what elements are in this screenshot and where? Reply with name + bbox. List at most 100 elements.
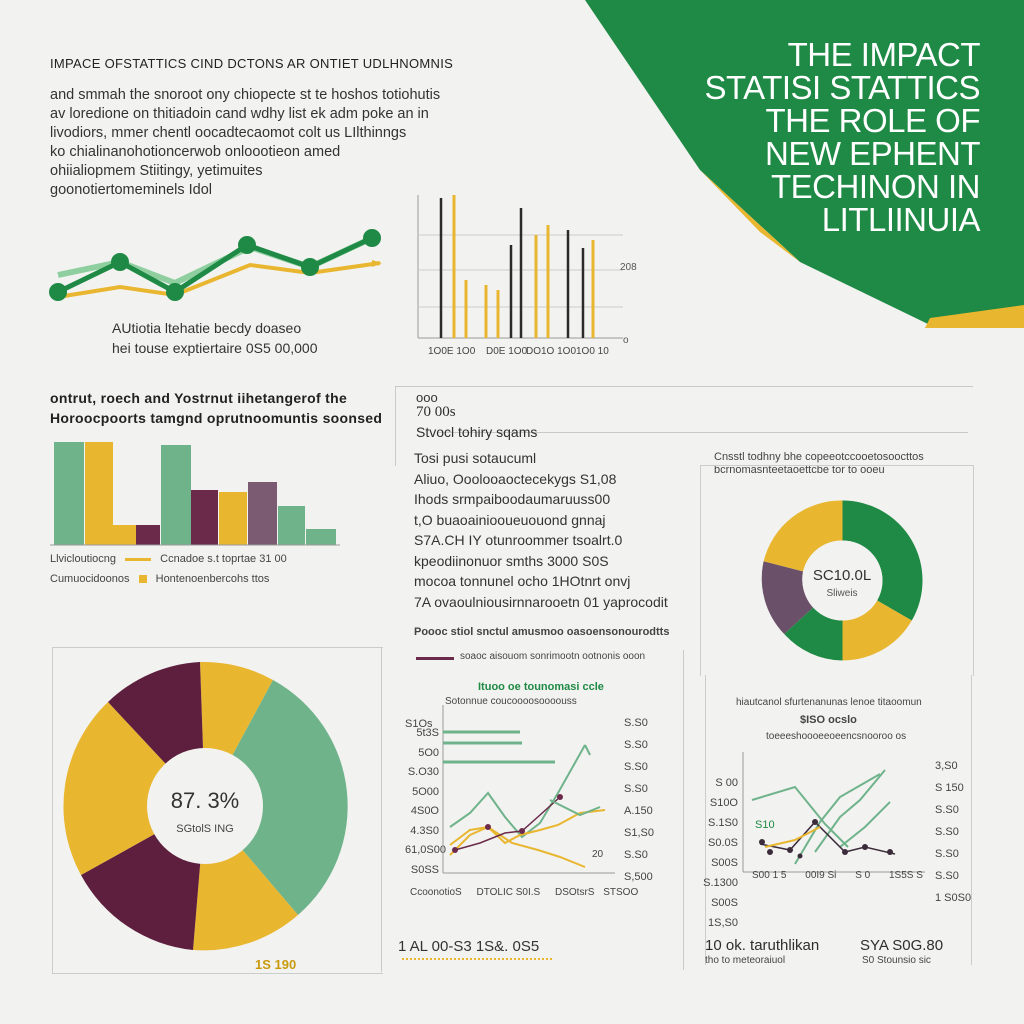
bar <box>85 442 113 545</box>
mid-chart-title: Ituoo oe tounomasi ccle <box>478 681 604 693</box>
donut-center-label: Sliweis <box>826 588 857 599</box>
bar <box>54 442 84 545</box>
title-line: Horoocpoorts tamgnd oprutnoomuntis soons… <box>50 410 383 426</box>
x-label: STSOO <box>603 887 639 898</box>
x-label: S 0 <box>855 870 871 881</box>
intro-line: goonotiertomeminels Idol <box>50 182 213 198</box>
tick: S0SS <box>410 863 439 876</box>
bar <box>219 492 247 545</box>
donut-chart: SC10.0L Sliweis <box>761 500 923 661</box>
donut-slice <box>842 500 923 621</box>
line-point <box>111 253 129 271</box>
stats-line: mocoa tonnunel ocho 1HOtnrt onvj <box>414 573 631 589</box>
series-arrow <box>584 744 591 756</box>
tick: 4S0O <box>410 805 439 817</box>
series-green-d <box>839 801 891 848</box>
legend-swatch <box>138 575 147 584</box>
right-footer-right-sub: S0 Stounsio sic <box>862 955 931 966</box>
banner-title: THE IMPACT STATISI STATTICS THE ROLE OF … <box>690 38 980 236</box>
donut-center-value: SC10.0L <box>813 567 871 584</box>
divider <box>381 647 382 972</box>
intro-line: livodiors, mmer chentl oocadtecaomot col… <box>50 125 407 141</box>
intro-heading: IMPACE OFSTATTICS CIND DCTONS AR ONTIET … <box>50 56 454 71</box>
tick: S.S0 <box>624 783 648 795</box>
series-yellow <box>449 809 606 856</box>
stats-line: Ihods srmpaiboodaumaruuss00 <box>414 491 611 507</box>
bar-x-label: 1O0 10 <box>576 346 609 357</box>
mid-right-ticks: S.S0 S.S0 S.S0 S.S0 A.150 S1,S0 S.S0 S,5… <box>624 712 654 888</box>
tick: 5O0 <box>418 746 439 759</box>
tick: S.S0 <box>935 870 959 882</box>
pie-center-value: 87. 3% <box>171 788 240 813</box>
bar-x-label: 1O0E 1O0 <box>428 346 476 357</box>
tick: 5t3S <box>416 727 439 739</box>
x-label: DTOLIC S0I.S <box>476 887 541 898</box>
bar <box>113 525 136 545</box>
mid-subtitle: soaoc aisouom sonrimootn ootnonis ooon <box>460 651 646 662</box>
mid-left-ticks: 5t3S 5O0 S.O30 5O00 4S0O 4.3S0 61,0S00 S… <box>405 724 446 880</box>
bar <box>136 525 160 545</box>
line-point <box>363 229 381 247</box>
line-point <box>49 283 67 301</box>
tick: S1,S0 <box>624 827 654 839</box>
mid-points <box>452 794 563 853</box>
x-label: DSOtsrS <box>555 887 598 898</box>
tick: S.S0 <box>624 739 648 751</box>
mid-annotation: 20 <box>592 849 604 860</box>
bar <box>248 482 277 545</box>
tick: 4.3S0 <box>410 824 439 837</box>
mid-chart-subcap: Sotonnue coucoooosoooouss <box>445 696 577 707</box>
line-series-green <box>56 235 374 295</box>
tick: S.S0 <box>935 826 959 838</box>
bar <box>306 529 336 545</box>
donut-slice <box>784 607 843 661</box>
right-left-ticks: S 00 S10O S.1S0 S0.0S S00S S.1300 S00S 1… <box>700 773 738 933</box>
tick: S.S0 <box>935 848 959 860</box>
intro-paragraph: and smmah the snoroot ony chiopecte st t… <box>50 86 440 200</box>
bar-x-label: D0E 1O0 <box>486 346 528 357</box>
tick: S,500 <box>624 871 653 883</box>
tick: S00S <box>711 897 738 909</box>
series-yellow-2 <box>449 825 586 868</box>
banner-green-shape <box>585 0 1024 325</box>
right-line-chart: S10 <box>742 752 925 873</box>
pie-slice <box>63 702 205 875</box>
top-bar-chart: 208 o 1O0E 1O0 D0E 1O0 DO1O 1O0 1O0 10 <box>417 195 637 357</box>
x-label: CcoonotioS <box>410 887 462 898</box>
banner-line: THE IMPACT <box>787 36 981 73</box>
x-label: 1S5S S <box>888 870 923 881</box>
pie-center-label: SGtolS ING <box>176 823 233 835</box>
bars-left-title: ontrut, roech and Yostrnut iihetangerof … <box>50 388 382 428</box>
banner-line: LITLIINUIA <box>821 201 981 238</box>
banner-line: THE ROLE OF <box>765 102 980 139</box>
bar <box>278 506 305 545</box>
title-line: bcrnomasnteetaoettcbe tor to ooeu <box>714 464 885 476</box>
banner-yellow-edge <box>700 170 800 262</box>
tick: 3,S0 <box>935 760 958 772</box>
stats-line: Aliuo, Ooolooaoctecekygs S1,08 <box>414 470 617 487</box>
right-footer-left-sub: tho to meteoraiuol <box>705 955 786 966</box>
mid-xlabels: CcoonotioS DTOLIC S0I.S DSOtsrS STSOO <box>410 887 638 898</box>
mid-line-chart: 20 <box>442 705 615 874</box>
divider <box>438 432 968 433</box>
right-title: hiautcanol sfurtenanunas lenoe titaoomun <box>736 697 922 708</box>
mid-footer: 1 AL 00-S3 1S&. 0S5 <box>398 938 540 955</box>
bars-left-chart <box>50 442 340 546</box>
donut-title: Cnsstl todhny bhe copeeotccooetosoocttos… <box>714 451 924 477</box>
bar <box>191 490 218 545</box>
tick: 1 S0S0 <box>935 892 972 904</box>
pie-frame <box>52 647 383 974</box>
yellow-bars <box>452 195 595 338</box>
divider <box>395 386 396 466</box>
right-points <box>759 819 893 859</box>
pie-slice <box>205 680 348 915</box>
line-point <box>238 236 256 254</box>
intro-line: av loredione on thitiadoin cand wdhy lis… <box>50 106 429 122</box>
tick: S.S0 <box>624 849 648 861</box>
tick: S.1S0 <box>708 817 738 829</box>
tick: 5O00 <box>412 785 439 798</box>
right-subtitle: toeeeshoooeeoeencsnooroo os <box>766 731 907 742</box>
tick: 61,0S00 <box>405 844 446 856</box>
banner-yellow-corner <box>925 305 1024 328</box>
